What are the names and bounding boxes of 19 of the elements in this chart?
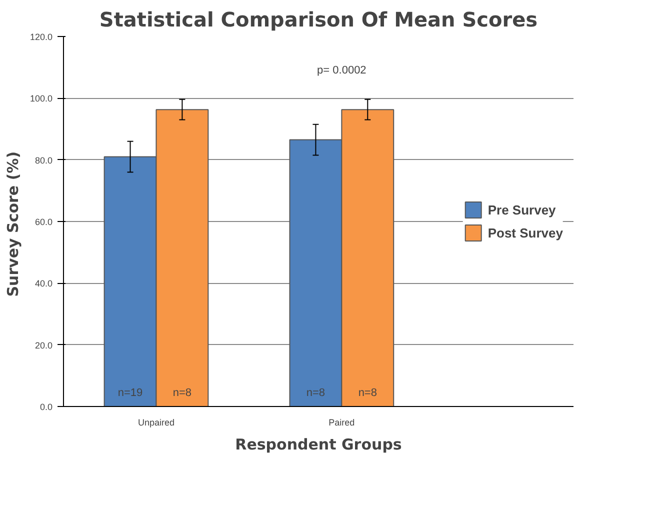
annotation: p= 0.0002	[317, 64, 366, 76]
annotation: n=19	[118, 386, 143, 399]
y-tick-label: 60.0	[34, 217, 53, 227]
y-tick-label: 20.0	[34, 340, 53, 350]
y-tick-label: 120.0	[30, 32, 53, 42]
legend-label: Post Survey	[488, 225, 563, 240]
x-tick-label: Paired	[328, 418, 355, 428]
legend-label: Pre Survey	[488, 202, 556, 217]
y-axis-title: Survey Score (%)	[4, 151, 22, 297]
x-axis-title: Respondent Groups	[235, 436, 402, 454]
annotation: n=8	[172, 386, 192, 399]
y-tick-label: 40.0	[34, 278, 53, 289]
chart-title: Statistical Comparison Of Mean Scores	[99, 8, 538, 32]
y-tick-label: 100.0	[30, 94, 53, 104]
y-tick-label: 0.0	[40, 402, 53, 412]
x-tick-label: Unpaired	[138, 418, 174, 428]
y-tick-label: 80.0	[34, 155, 53, 166]
annotation: n=8	[358, 386, 377, 399]
annotation: n=8	[306, 386, 326, 399]
